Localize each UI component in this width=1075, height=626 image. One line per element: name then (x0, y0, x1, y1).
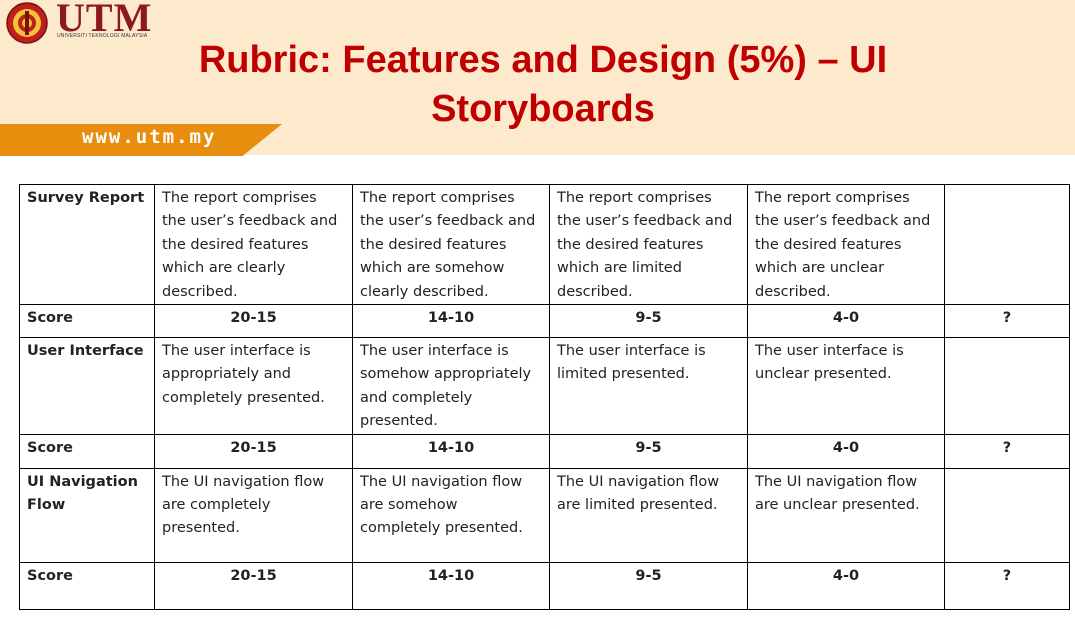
criteria-cell: The report comprises the user’s feedback… (352, 183, 550, 306)
criteria-cell: The report comprises the user’s feedback… (549, 183, 748, 306)
table-row: UI Navigation Flow The UI navigation flo… (19, 467, 1070, 563)
score-cell: 14-10 (352, 304, 550, 339)
score-cell: 4-0 (747, 433, 945, 469)
row-label: User Interface (19, 337, 155, 435)
criteria-cell: The report comprises the user’s feedback… (154, 183, 353, 306)
row-label: Score (19, 433, 155, 469)
table-row: Score 20-15 14-10 9-5 4-0 ? (19, 433, 1070, 469)
criteria-cell: The user interface is limited presented. (549, 337, 748, 435)
score-cell: 4-0 (747, 304, 945, 339)
rubric-table: Survey Report The report comprises the u… (19, 183, 1070, 610)
score-cell: 4-0 (747, 561, 945, 610)
criteria-cell: The UI navigation flow are unclear prese… (747, 467, 945, 563)
criteria-cell: The UI navigation flow are limited prese… (549, 467, 748, 563)
table-row: Survey Report The report comprises the u… (19, 183, 1070, 306)
score-cell: 20-15 (154, 433, 353, 469)
score-cell: 9-5 (549, 561, 748, 610)
criteria-cell (944, 337, 1070, 435)
row-label: Survey Report (19, 183, 155, 306)
score-cell: 9-5 (549, 304, 748, 339)
table-row: Score 20-15 14-10 9-5 4-0 ? (19, 561, 1070, 610)
criteria-cell (944, 467, 1070, 563)
score-cell: 9-5 (549, 433, 748, 469)
website-text: www.utm.my (82, 126, 217, 148)
score-cell: ? (944, 304, 1070, 339)
score-cell: 20-15 (154, 561, 353, 610)
row-label: UI Navigation Flow (19, 467, 155, 563)
criteria-cell: The user interface is unclear presented. (747, 337, 945, 435)
title-line-2: Storyboards (431, 88, 655, 130)
criteria-cell: The report comprises the user’s feedback… (747, 183, 945, 306)
website-banner (0, 124, 282, 156)
title-line-1: Rubric: Features and Design (5%) – UI (198, 39, 888, 81)
criteria-cell: The UI navigation flow are somehow compl… (352, 467, 550, 563)
slide-header: UTM UNIVERSITI TEKNOLOGI MALAYSIA www.ut… (0, 0, 1075, 156)
row-label: Score (19, 304, 155, 339)
slide-title: Rubric: Features and Design (5%) – UI St… (130, 36, 956, 134)
score-cell: 14-10 (352, 433, 550, 469)
criteria-cell: The UI navigation flow are completely pr… (154, 467, 353, 563)
score-cell: 20-15 (154, 304, 353, 339)
row-label: Score (19, 561, 155, 610)
table-row: Score 20-15 14-10 9-5 4-0 ? (19, 304, 1070, 339)
criteria-cell: The user interface is appropriately and … (154, 337, 353, 435)
score-cell: ? (944, 561, 1070, 610)
logo-text: UTM (56, 0, 153, 40)
score-cell: 14-10 (352, 561, 550, 610)
logo-subtext: UNIVERSITI TEKNOLOGI MALAYSIA (57, 33, 148, 39)
utm-crest-icon (6, 2, 48, 44)
table-row: User Interface The user interface is app… (19, 337, 1070, 435)
criteria-cell: The user interface is somehow appropriat… (352, 337, 550, 435)
criteria-cell (944, 183, 1070, 306)
score-cell: ? (944, 433, 1070, 469)
